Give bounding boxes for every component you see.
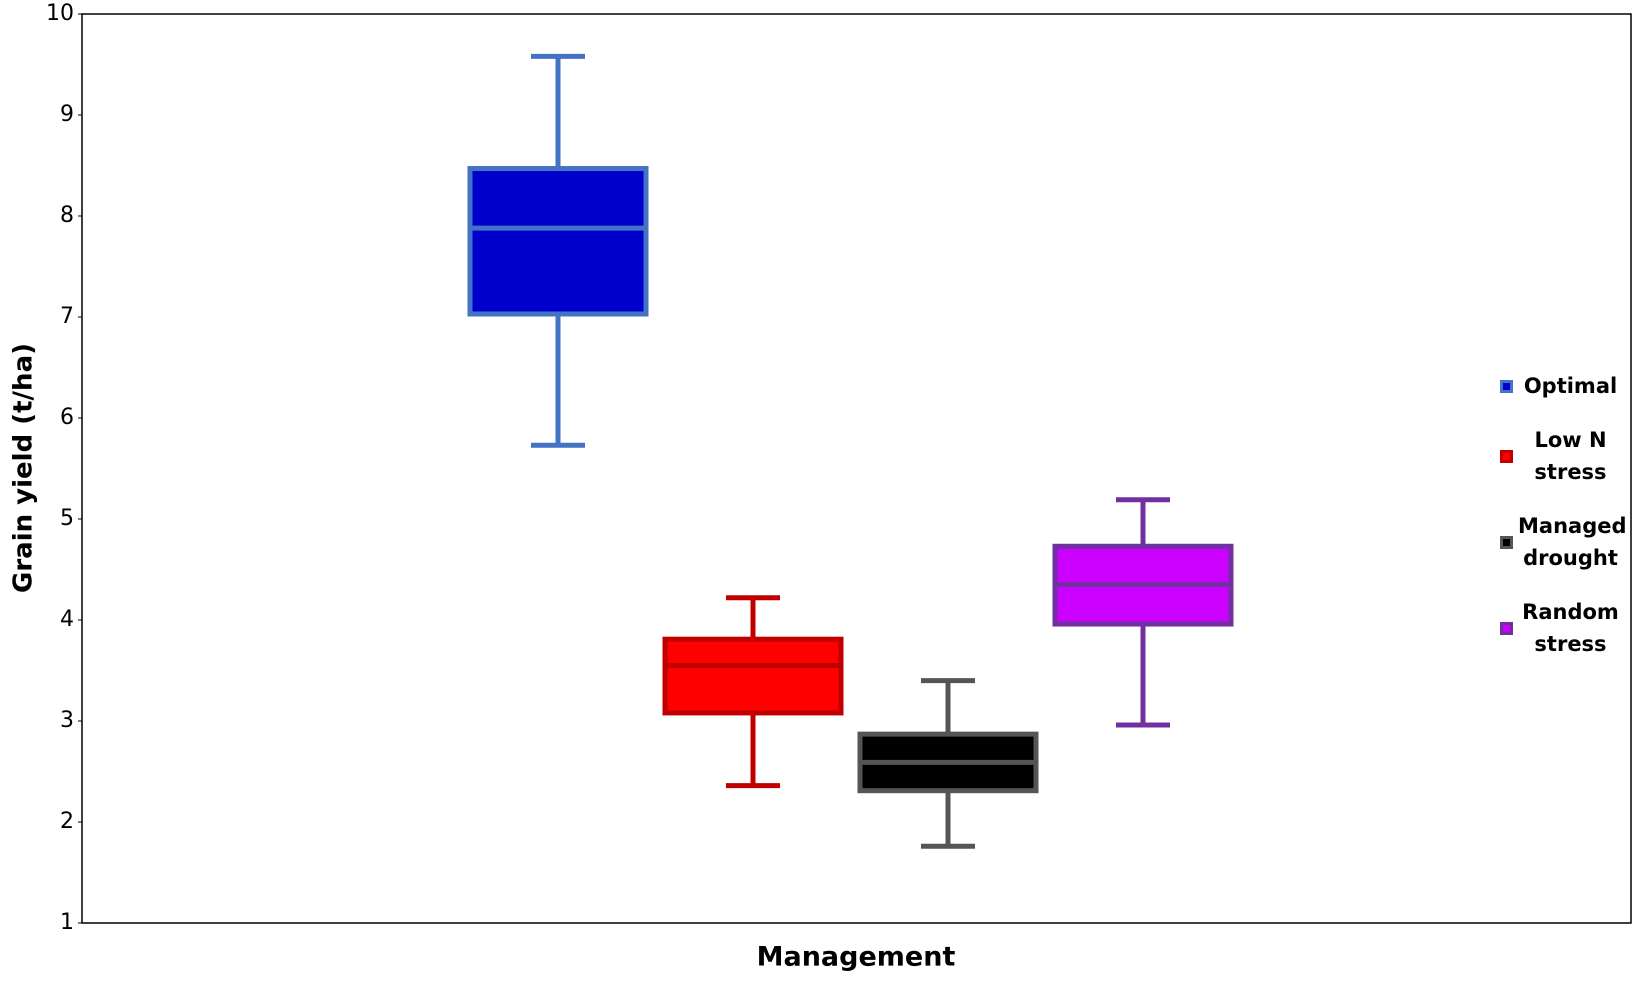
y-tick-label: 9 [60, 102, 74, 127]
y-tick-label: 10 [46, 1, 74, 26]
y-tick-label: 1 [60, 910, 74, 935]
legend-swatch [1500, 379, 1513, 393]
legend-label: Low N stress [1534, 428, 1607, 484]
y-tick-label: 7 [60, 304, 74, 329]
legend-item: Low N stress [1500, 424, 1635, 488]
y-tick-label: 6 [60, 405, 74, 430]
legend-item: Managed drought [1500, 510, 1635, 574]
legend-label: Optimal [1523, 374, 1618, 398]
legend-swatch [1500, 449, 1513, 463]
y-tick-label: 4 [60, 607, 74, 632]
box [662, 636, 844, 716]
y-tick-label: 2 [60, 809, 74, 834]
y-tick-label: 3 [60, 708, 74, 733]
legend-item: Random stress [1500, 596, 1635, 660]
y-tick-label: 8 [60, 203, 74, 228]
box [467, 166, 649, 317]
legend-item: Optimal [1500, 370, 1635, 402]
legend-label: Managed drought [1518, 514, 1627, 570]
plot-frame [81, 13, 1632, 924]
y-axis-label: Grain yield (t/ha) [9, 343, 39, 593]
legend-label: Random stress [1522, 600, 1619, 656]
x-axis-label: Management [757, 942, 956, 973]
legend: Optimal Low N stress Managed drought Random… [1500, 370, 1635, 682]
y-tick-label: 5 [60, 506, 74, 531]
legend-swatch [1500, 535, 1513, 549]
legend-swatch [1500, 621, 1513, 635]
